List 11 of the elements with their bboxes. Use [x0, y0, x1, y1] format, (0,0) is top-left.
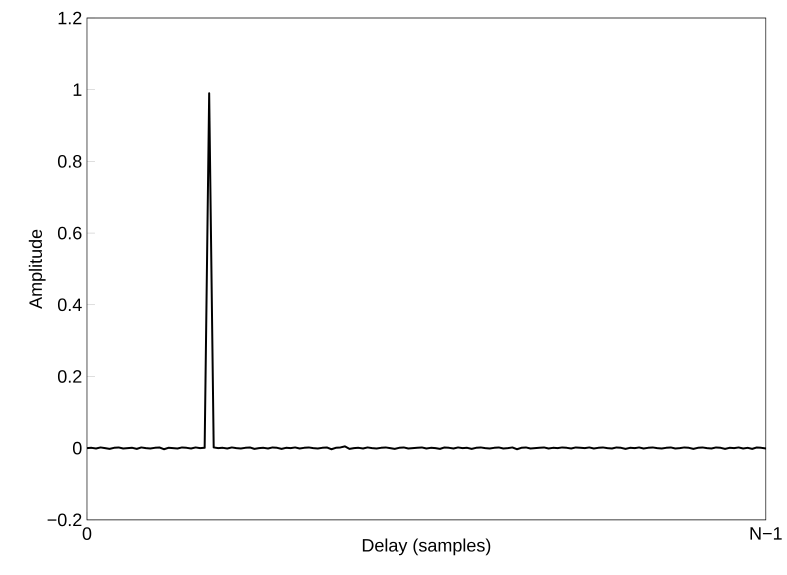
y-tick-label: 0.8 — [58, 155, 82, 168]
x-axis-title: Delay (samples) — [362, 538, 490, 556]
y-tick-label: 0.4 — [58, 298, 82, 312]
y-axis-title: Amplitude — [28, 230, 46, 309]
y-tick-label: 1.2 — [58, 12, 82, 24]
y-tick-label: 0.6 — [58, 226, 82, 240]
y-tick-label: 1 — [74, 84, 82, 96]
y-tick-label: −0.2 — [48, 514, 82, 526]
x-tick-label: N−1 — [750, 527, 782, 540]
y-tick-label: 0 — [72, 442, 82, 455]
y-tick-label: 0.2 — [58, 370, 82, 383]
